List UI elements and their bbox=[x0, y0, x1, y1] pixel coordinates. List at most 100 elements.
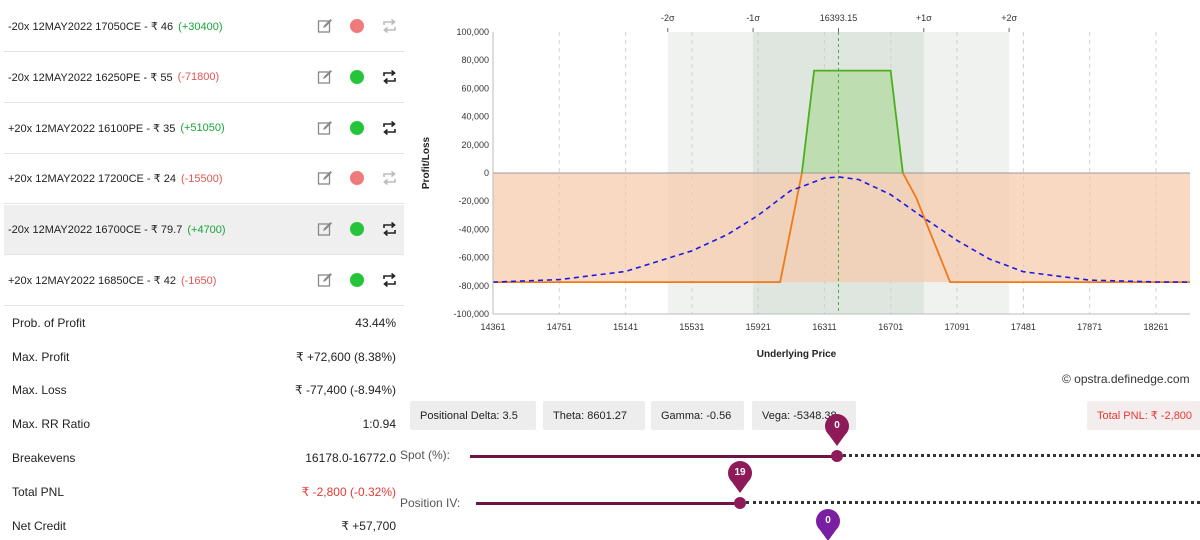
payoff-profit bbox=[800, 69, 904, 174]
stat-value: ₹ +72,600 (8.38%) bbox=[295, 349, 396, 364]
leg-actions bbox=[317, 170, 398, 186]
swap-icon[interactable] bbox=[381, 19, 398, 33]
target-day-curve bbox=[492, 176, 1191, 283]
x-tick-label: 17871 bbox=[1077, 322, 1102, 332]
y-tick-label: -80,000 bbox=[458, 281, 489, 291]
iv-slider-track[interactable] bbox=[746, 501, 1200, 504]
leg-text: -20x 12MAY2022 16250PE - ₹ 55 bbox=[8, 71, 173, 84]
stat-label: Net Credit bbox=[12, 518, 67, 533]
leg-actions bbox=[317, 272, 398, 288]
stats-table: Prob. of Profit 43.44% Max. Profit ₹ +72,60… bbox=[4, 306, 404, 540]
leg-pnl: (-71800) bbox=[177, 71, 220, 84]
leg-pnl: (-15500) bbox=[180, 172, 223, 185]
edit-icon[interactable] bbox=[317, 69, 333, 85]
status-toggle-icon[interactable] bbox=[350, 19, 364, 33]
iv-pin-value: 19 bbox=[734, 467, 746, 478]
profit-region bbox=[801, 70, 903, 173]
stat-value: ₹ +57,700 bbox=[341, 518, 396, 533]
stat-label: Breakevens bbox=[12, 451, 76, 466]
status-toggle-icon[interactable] bbox=[350, 120, 364, 135]
x-tick-label: 15141 bbox=[613, 322, 638, 332]
leg-text: +20x 12MAY2022 17200CE - ₹ 24 bbox=[8, 173, 176, 186]
y-tick-label: 80,000 bbox=[461, 55, 489, 65]
swap-icon[interactable] bbox=[381, 273, 398, 287]
spot-pin-value: 0 bbox=[834, 420, 840, 431]
stat-value: 16178.0-16772.0 bbox=[305, 451, 396, 466]
theta-box: Theta: 8601.27 bbox=[543, 401, 645, 430]
iv-slider-thumb[interactable] bbox=[734, 497, 746, 509]
status-toggle-icon[interactable] bbox=[350, 222, 364, 237]
leg-row[interactable]: +20x 12MAY2022 17200CE - ₹ 24 (-15500) bbox=[4, 154, 404, 205]
leg-row[interactable]: -20x 12MAY2022 16250PE - ₹ 55 (-71800) bbox=[4, 53, 404, 103]
y-tick-label: -60,000 bbox=[458, 253, 489, 263]
leg-text: -20x 12MAY2022 16700CE - ₹ 79.7 bbox=[8, 224, 183, 237]
status-toggle-icon[interactable] bbox=[350, 69, 364, 84]
stat-row: Total PNL ₹ -2,800 (-0.32%) bbox=[4, 475, 404, 509]
edit-icon[interactable] bbox=[317, 170, 333, 186]
x-tick-label: 14751 bbox=[547, 322, 572, 332]
status-toggle-icon[interactable] bbox=[350, 273, 364, 287]
stat-label: Max. Profit bbox=[12, 349, 70, 364]
loss-region bbox=[493, 173, 1190, 283]
spot-slider-track[interactable] bbox=[843, 454, 1200, 457]
edit-icon[interactable] bbox=[317, 221, 333, 237]
swap-icon[interactable] bbox=[381, 69, 398, 84]
swap-icon[interactable] bbox=[381, 222, 398, 237]
edit-icon[interactable] bbox=[317, 272, 333, 288]
iv-slider-label: Position IV: bbox=[400, 496, 461, 510]
stat-label: Prob. of Profit bbox=[12, 315, 86, 330]
stat-value: ₹ -77,400 (-8.94%) bbox=[294, 383, 396, 398]
status-toggle-icon[interactable] bbox=[350, 171, 364, 186]
x-tick-label: 15531 bbox=[679, 322, 704, 332]
payoff-loss-left bbox=[493, 172, 803, 284]
y-tick-label: 40,000 bbox=[461, 112, 489, 122]
stat-row: Breakevens 16178.0-16772.0 bbox=[4, 441, 404, 475]
positional-delta-box: Positional Delta: 3.5 bbox=[410, 401, 536, 430]
leg-pnl: (+51050) bbox=[180, 122, 225, 135]
y-tick-label: 60,000 bbox=[461, 83, 489, 93]
y-tick-label: -100,000 bbox=[453, 309, 489, 319]
x-tick-label: 16311 bbox=[812, 322, 836, 332]
leg-row[interactable]: +20x 12MAY2022 16100PE - ₹ 35 (+51050) bbox=[4, 104, 404, 154]
edit-icon[interactable] bbox=[317, 120, 333, 136]
third-pin-icon bbox=[816, 509, 840, 540]
y-tick-label: 0 bbox=[484, 168, 489, 178]
payoff-chart-svg: 100,000 80,000 60,000 40,000 20,000 0 -20,000 -… bbox=[421, 13, 1191, 360]
leg-actions bbox=[317, 221, 398, 237]
stat-row: Max. Loss ₹ -77,400 (-8.94%) bbox=[4, 374, 404, 408]
x-tick-label: 17481 bbox=[1011, 322, 1036, 332]
y-tick-label: -20,000 bbox=[458, 196, 489, 206]
iv-pin-icon bbox=[728, 461, 752, 493]
payoff-loss-right bbox=[902, 172, 1190, 284]
stat-label: Max. RR Ratio bbox=[12, 417, 91, 432]
top-label: +1σ bbox=[916, 13, 932, 23]
stat-row: Net Credit ₹ +57,700 bbox=[4, 509, 404, 540]
y-tick-label: 20,000 bbox=[461, 140, 489, 150]
stat-value: 43.44% bbox=[355, 315, 396, 330]
stat-label: Total PNL bbox=[12, 484, 65, 499]
x-tick-label: 14361 bbox=[480, 322, 505, 332]
edit-icon[interactable] bbox=[317, 18, 333, 34]
leg-pnl: (+30400) bbox=[178, 20, 223, 33]
leg-pnl: (-1650) bbox=[180, 274, 217, 287]
x-tick-label: 16701 bbox=[878, 322, 903, 332]
spot-slider-thumb[interactable] bbox=[831, 450, 843, 462]
payoff-chart: 100,000 80,000 60,000 40,000 20,000 0 -20,000 -… bbox=[405, 0, 1200, 370]
leg-pnl: (+4700) bbox=[187, 223, 226, 236]
leg-row[interactable]: +20x 12MAY2022 16850CE - ₹ 42 (-1650) bbox=[4, 256, 404, 306]
spot-slider-track-filled[interactable] bbox=[470, 455, 837, 458]
iv-slider-track-filled[interactable] bbox=[476, 502, 740, 505]
swap-icon[interactable] bbox=[381, 171, 398, 186]
leg-row[interactable]: -20x 12MAY2022 16700CE - ₹ 79.7 (+4700) bbox=[4, 205, 404, 256]
x-tick-label: 17091 bbox=[945, 322, 970, 332]
stat-row: Max. RR Ratio 1:0.94 bbox=[4, 407, 404, 441]
top-label: -2σ bbox=[661, 13, 675, 23]
leg-row[interactable]: -20x 12MAY2022 17050CE - ₹ 46 (+30400) bbox=[4, 2, 404, 52]
top-label: -1σ bbox=[746, 13, 760, 23]
leg-text: -20x 12MAY2022 17050CE - ₹ 46 bbox=[8, 21, 174, 33]
swap-icon[interactable] bbox=[381, 120, 398, 135]
strategy-panel: -20x 12MAY2022 17050CE - ₹ 46 (+30400) -20… bbox=[0, 0, 405, 540]
top-label: 16393.15 bbox=[820, 13, 858, 23]
spot-slider-label: Spot (%): bbox=[400, 448, 451, 462]
y-tick-label: -40,000 bbox=[458, 224, 489, 234]
